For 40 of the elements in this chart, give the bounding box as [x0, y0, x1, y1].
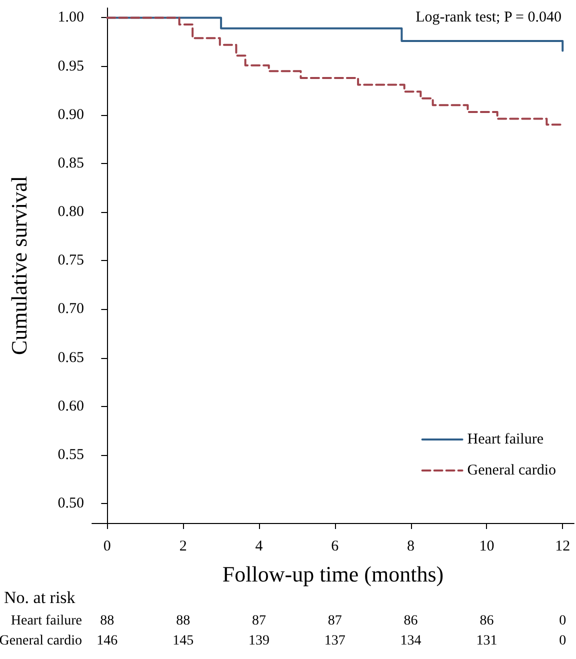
x-tick-label: 6: [331, 538, 340, 554]
y-tick-label: 0.90: [58, 106, 84, 123]
x-tick-label: 2: [179, 538, 187, 554]
y-tick-label: 0.60: [58, 398, 84, 414]
annotation: Log-rank test; P = 0.040: [416, 10, 562, 26]
y-tick-label: 0.65: [58, 350, 84, 366]
text: 87: [252, 614, 266, 628]
y-tick-label: 0.80: [58, 204, 84, 220]
x-tick-label: 0: [103, 538, 111, 554]
y-tick-label: 0.50: [58, 496, 84, 512]
text: 88: [100, 614, 114, 628]
text: 139: [248, 634, 270, 648]
legend-label: Heart failure: [467, 432, 544, 448]
text: 134: [400, 634, 422, 648]
text: No. at risk: [4, 588, 76, 607]
y-tick-label: 0.95: [58, 58, 84, 74]
text: 145: [172, 634, 194, 648]
text: General cardio: [0, 634, 82, 648]
legend-label: General cardio: [467, 462, 556, 478]
x-tick-label: 4: [255, 538, 264, 554]
text: 0: [559, 634, 566, 648]
x-tick-label: 10: [479, 538, 494, 554]
x-axis-title: Follow-up time (months): [222, 562, 444, 586]
text: 146: [96, 634, 118, 648]
y-tick-label: 0.55: [58, 446, 84, 463]
text: 87: [328, 614, 342, 628]
text: Heart failure: [10, 614, 82, 628]
text: 88: [176, 614, 190, 628]
y-tick-label: 0.70: [58, 301, 84, 318]
text: 86: [404, 614, 418, 628]
y-tick-label: 0.75: [58, 252, 84, 269]
y-axis-title: Cumulative survival: [6, 176, 32, 356]
y-tick-label: 1.00: [58, 10, 84, 26]
text: 137: [324, 634, 346, 648]
x-tick-label: 8: [407, 538, 415, 554]
text: 86: [480, 614, 494, 628]
text: 131: [476, 634, 498, 648]
y-tick-label: 0.85: [58, 155, 84, 172]
x-tick-label: 12: [555, 538, 570, 554]
text: 0: [559, 614, 566, 628]
